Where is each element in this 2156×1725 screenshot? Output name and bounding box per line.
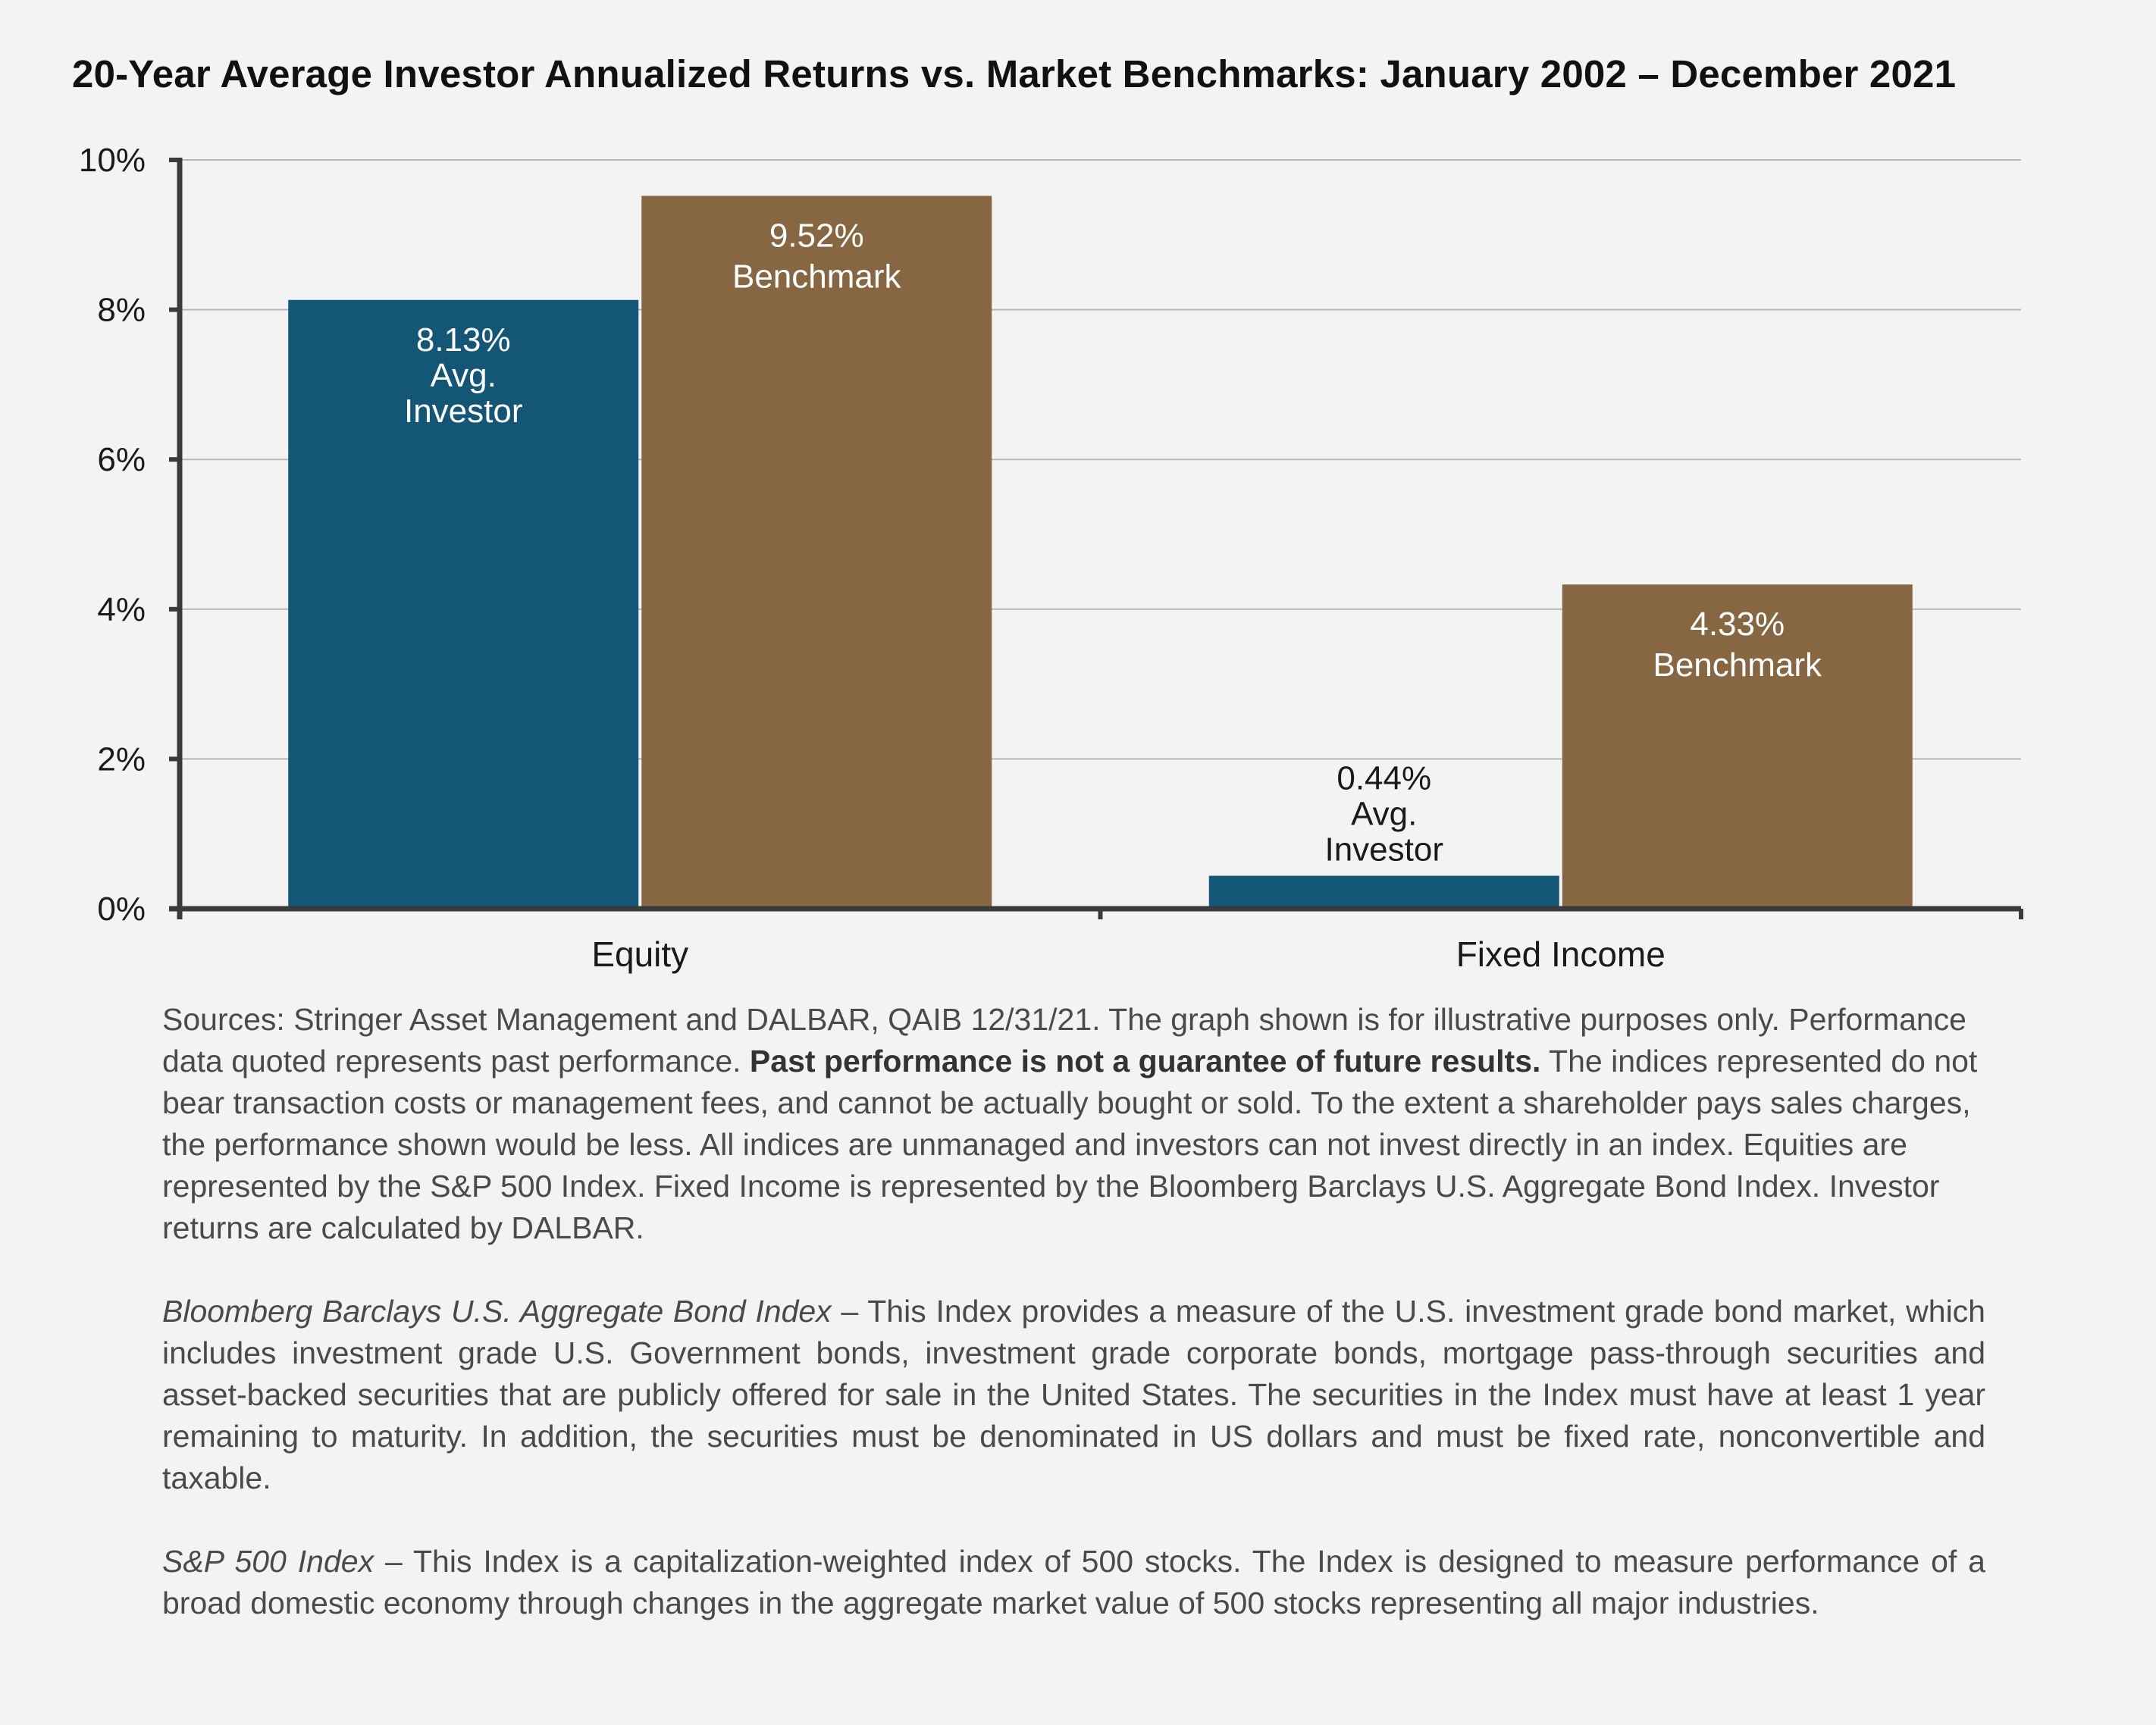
axes xyxy=(169,158,2023,919)
bar-value-label: 0.44% Avg. Investor xyxy=(1324,760,1443,869)
chart-title: 20-Year Average Investor Annualized Retu… xyxy=(72,52,1957,95)
past-performance-disclaimer: Past performance is not a guarantee of f… xyxy=(749,1044,1541,1079)
bond-index-definition: – This Index provides a measure of the U… xyxy=(162,1294,1985,1495)
category-label: Fixed Income xyxy=(1456,935,1666,974)
bars xyxy=(288,196,1913,907)
bar-value-label: 4.33% Benchmark xyxy=(1653,606,1822,684)
footnotes: Sources: Stringer Asset Management and D… xyxy=(162,999,1985,1666)
sources-note: Sources: Stringer Asset Management and D… xyxy=(162,999,1985,1249)
y-tick-label: 8% xyxy=(97,292,146,329)
bond-index-term: Bloomberg Barclays U.S. Aggregate Bond I… xyxy=(162,1294,832,1329)
labels: 0% 2% 4% 6% 8% 10% 8.13% Avg. Investor 9.52% Bench… xyxy=(79,142,1822,974)
sources-text-continued: The indices represented do not bear tran… xyxy=(162,1044,1978,1245)
bar xyxy=(641,196,992,906)
bar xyxy=(288,299,639,907)
bond-index-note: Bloomberg Barclays U.S. Aggregate Bond I… xyxy=(162,1291,1985,1499)
bar xyxy=(1208,875,1559,906)
y-tick-label: 2% xyxy=(97,740,146,778)
sp500-index-term: S&P 500 Index xyxy=(162,1544,374,1579)
category-label: Equity xyxy=(591,935,688,974)
bar-value-label: 9.52% Benchmark xyxy=(732,217,902,295)
y-tick-label: 6% xyxy=(97,441,146,478)
bar-chart: 0% 2% 4% 6% 8% 10% 8.13% Avg. Investor 9.52% Bench… xyxy=(79,142,2023,974)
sources-text: Sources: Stringer Asset Management and D… xyxy=(162,1002,1966,1079)
sp500-index-definition: – This Index is a capitalization-weighte… xyxy=(162,1544,1985,1620)
sp500-index-note: S&P 500 Index – This Index is a capitali… xyxy=(162,1541,1985,1624)
y-tick-label: 10% xyxy=(79,142,146,179)
y-tick-label: 4% xyxy=(97,591,146,628)
bar-value-label: 8.13% Avg. Investor xyxy=(404,321,523,430)
bar xyxy=(1562,584,1913,906)
y-tick-label: 0% xyxy=(97,891,146,928)
